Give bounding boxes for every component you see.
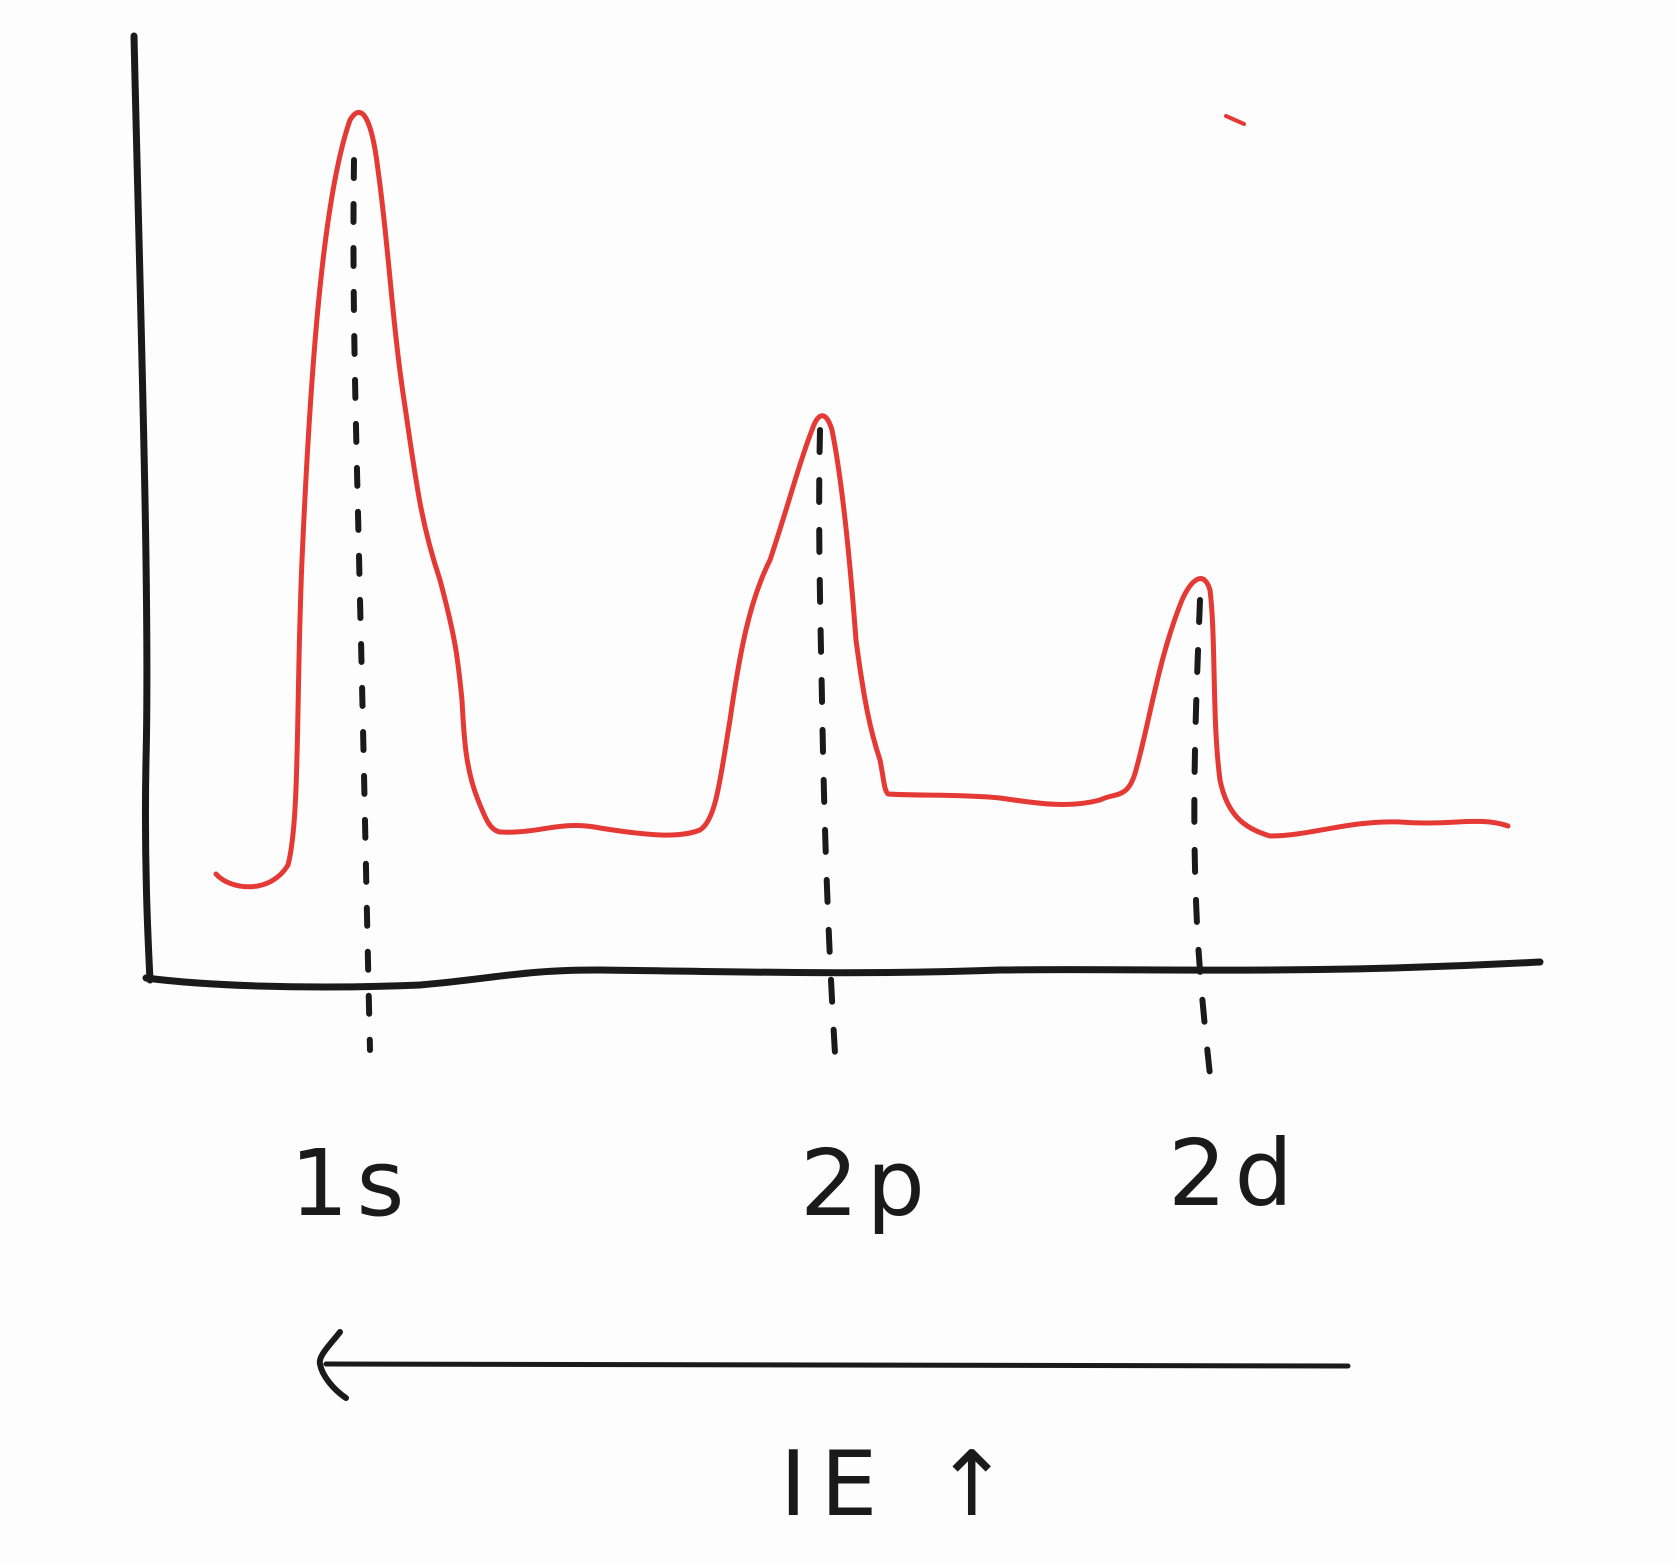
dashed-line-1s [350, 157, 373, 1053]
peak-label-2p: 2p [800, 1130, 933, 1237]
x-axis [142, 958, 1544, 991]
ie-direction-label: IE ↑ [780, 1432, 1024, 1537]
stray-mark [1224, 114, 1246, 126]
dashed-line-2d [1191, 597, 1213, 1078]
peak-label-2d: 2d [1168, 1120, 1301, 1227]
direction-arrow-head-icon [316, 1329, 349, 1401]
peak-label-1s: 1s [290, 1130, 413, 1237]
y-axis [130, 32, 154, 984]
spectrum-curve [213, 110, 1511, 890]
direction-arrow-line [323, 1361, 1351, 1369]
